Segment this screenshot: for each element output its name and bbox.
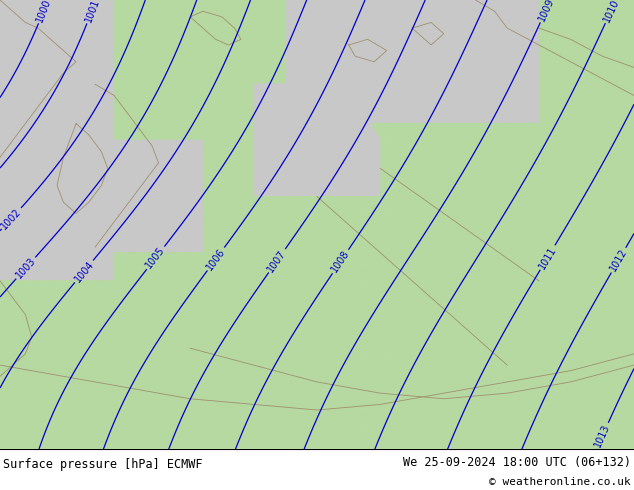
Text: We 25-09-2024 18:00 UTC (06+132): We 25-09-2024 18:00 UTC (06+132) <box>403 456 631 469</box>
Text: 1011: 1011 <box>537 245 558 270</box>
Text: 1008: 1008 <box>330 248 351 274</box>
Text: 1012: 1012 <box>608 247 629 273</box>
Text: 1001: 1001 <box>83 0 101 24</box>
Text: 1003: 1003 <box>14 256 37 280</box>
Text: 1000: 1000 <box>35 0 53 24</box>
Text: 1007: 1007 <box>266 248 288 274</box>
Text: 1004: 1004 <box>72 259 96 284</box>
Text: 1005: 1005 <box>144 245 167 270</box>
Text: © weatheronline.co.uk: © weatheronline.co.uk <box>489 477 631 487</box>
Text: 1009: 1009 <box>536 0 556 23</box>
Text: 1006: 1006 <box>205 246 227 272</box>
Text: 1010: 1010 <box>602 0 621 24</box>
Text: Surface pressure [hPa] ECMWF: Surface pressure [hPa] ECMWF <box>3 458 203 471</box>
Text: 1013: 1013 <box>593 422 612 449</box>
Text: 1002: 1002 <box>0 206 23 231</box>
